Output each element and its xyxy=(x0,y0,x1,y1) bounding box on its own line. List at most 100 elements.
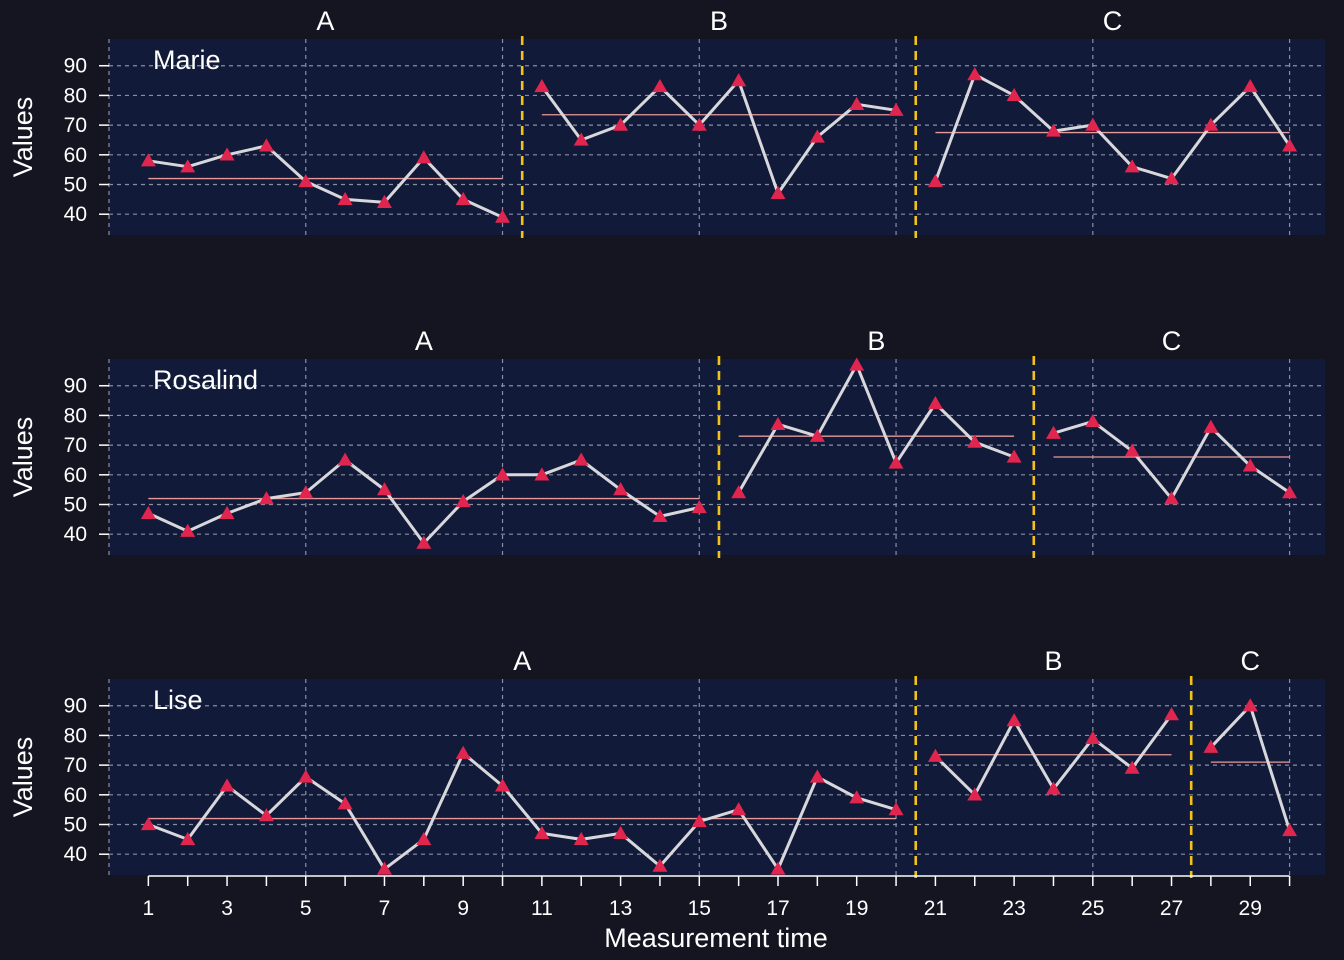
y-tick-label: 50 xyxy=(64,174,87,197)
y-axis-label: Values xyxy=(8,417,38,498)
x-tick-label: 19 xyxy=(845,897,868,920)
panel-background xyxy=(109,679,1325,875)
participant-name: Lise xyxy=(153,685,203,715)
data-point xyxy=(180,159,196,173)
data-point xyxy=(573,831,589,845)
x-tick-label: 25 xyxy=(1081,897,1104,920)
data-point xyxy=(180,523,196,537)
data-point xyxy=(495,778,511,792)
y-tick-label: 90 xyxy=(64,375,87,398)
x-tick-label: 11 xyxy=(531,897,553,920)
data-point xyxy=(534,467,550,481)
data-point xyxy=(140,817,156,831)
data-point xyxy=(1203,419,1219,433)
data-point xyxy=(927,748,943,762)
data-point xyxy=(849,790,865,804)
data-point xyxy=(809,428,825,442)
x-tick-label: 7 xyxy=(379,897,391,920)
x-axis-label: Measurement time xyxy=(604,923,828,953)
data-point xyxy=(731,73,747,87)
y-axis-label: Values xyxy=(8,737,38,818)
x-tick-label: 17 xyxy=(766,897,789,920)
data-point xyxy=(219,778,235,792)
data-point xyxy=(298,769,314,783)
data-point xyxy=(1006,713,1022,727)
data-point xyxy=(927,396,943,410)
y-tick-label: 70 xyxy=(64,114,87,137)
data-point xyxy=(927,174,943,188)
data-point xyxy=(731,802,747,816)
x-tick-label: 23 xyxy=(1002,897,1025,920)
y-tick-label: 60 xyxy=(64,144,87,167)
data-point xyxy=(691,117,707,131)
x-tick-label: 13 xyxy=(609,897,632,920)
data-point xyxy=(888,802,904,816)
data-point xyxy=(455,494,471,508)
data-point xyxy=(613,482,629,496)
series-line xyxy=(540,79,897,195)
x-tick-label: 29 xyxy=(1239,897,1262,920)
data-point xyxy=(652,508,668,523)
data-point xyxy=(1203,117,1219,131)
data-point xyxy=(376,194,392,208)
data-point xyxy=(888,102,904,116)
data-point xyxy=(809,129,825,143)
data-point xyxy=(1124,159,1140,173)
data-point xyxy=(337,452,353,466)
data-point xyxy=(691,814,707,828)
data-point xyxy=(1085,413,1101,427)
data-point xyxy=(691,499,707,514)
data-point xyxy=(495,209,511,223)
data-point xyxy=(1006,87,1022,102)
data-point xyxy=(809,769,825,783)
data-point xyxy=(849,96,865,110)
participant-name: Rosalind xyxy=(153,365,258,395)
phase-label: B xyxy=(1044,646,1062,676)
panel-lise: 40 50 60 70 80 90 Values Lise A B C xyxy=(8,646,1325,878)
y-tick-label: 50 xyxy=(64,494,87,517)
y-axis-label: Values xyxy=(8,97,38,178)
data-point xyxy=(652,79,668,93)
data-point xyxy=(967,434,983,448)
data-point xyxy=(1242,458,1258,472)
phase-label: A xyxy=(316,6,334,36)
panel-marie: 40 50 60 70 80 90 Values Marie A B C xyxy=(8,6,1325,238)
data-point xyxy=(140,153,156,167)
data-point xyxy=(770,861,786,875)
x-tick-label: 27 xyxy=(1160,897,1183,920)
participant-name: Marie xyxy=(153,45,221,75)
data-point xyxy=(1085,117,1101,131)
data-point xyxy=(967,67,983,81)
data-point xyxy=(534,825,550,840)
data-point xyxy=(455,191,471,205)
y-tick-label: 90 xyxy=(64,695,87,718)
data-point xyxy=(1124,443,1140,457)
data-point xyxy=(1164,491,1180,505)
data-point xyxy=(376,482,392,496)
y-tick-label: 80 xyxy=(64,404,87,427)
data-point xyxy=(613,825,629,840)
phase-label: C xyxy=(1240,646,1260,676)
phase-label: C xyxy=(1103,6,1123,36)
data-point xyxy=(967,787,983,801)
x-tick-label: 9 xyxy=(457,897,469,920)
data-point xyxy=(573,452,589,466)
data-point xyxy=(455,745,471,759)
phase-label: B xyxy=(867,326,885,356)
y-tick-label: 70 xyxy=(64,434,87,457)
x-tick-label: 15 xyxy=(688,897,711,920)
data-point xyxy=(1282,822,1298,837)
data-point xyxy=(1282,138,1298,152)
x-tick-label: 21 xyxy=(924,897,947,920)
data-point xyxy=(849,357,865,371)
data-point xyxy=(337,796,353,810)
series-line xyxy=(933,73,1291,183)
y-tick-label: 40 xyxy=(64,203,87,226)
phase-label: A xyxy=(415,326,433,356)
data-point xyxy=(613,117,629,131)
data-point xyxy=(416,535,432,549)
phase-label: A xyxy=(513,646,531,676)
data-point xyxy=(1164,171,1180,185)
data-point xyxy=(770,416,786,430)
